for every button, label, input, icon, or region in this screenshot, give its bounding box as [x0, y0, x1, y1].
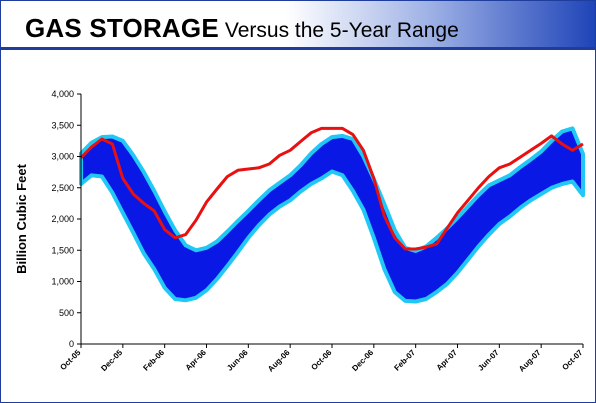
- current-line-layer: [79, 126, 584, 251]
- x-tick-label: Oct-06: [309, 348, 333, 372]
- title-banner: GAS STORAGE Versus the 5-Year Range: [1, 1, 595, 47]
- five-year-range-band: [79, 126, 585, 304]
- x-tick-label: Feb-07: [392, 348, 417, 373]
- x-tick-label: Apr-07: [435, 348, 460, 373]
- x-tick-label: Feb-06: [141, 348, 166, 373]
- range-band-layer: [79, 126, 585, 304]
- y-tick-label: 1,500: [51, 245, 74, 255]
- x-tick-label: Dec-05: [99, 348, 124, 373]
- current-storage-line: [79, 126, 584, 251]
- y-axis-label: Billion Cubic Feet: [14, 163, 29, 273]
- x-tick-label: Dec-06: [350, 348, 375, 373]
- x-tick-label: Aug-06: [266, 348, 292, 374]
- y-tick-label: 2,500: [51, 183, 74, 193]
- chart-title: GAS STORAGE Versus the 5-Year Range: [25, 13, 459, 44]
- y-tick-label: 1,000: [51, 277, 74, 287]
- y-tick-label: 2,000: [51, 214, 74, 224]
- y-tick-label: 3,500: [51, 120, 74, 130]
- y-tick-label: 500: [59, 308, 74, 318]
- x-tick-label: Oct-05: [58, 348, 82, 372]
- x-tick-label: Jun-07: [476, 348, 501, 373]
- y-tick-label: 0: [69, 339, 74, 349]
- x-tick-label: Aug-07: [517, 348, 543, 374]
- y-tick-label: 4,000: [51, 89, 74, 99]
- y-tick-label: 3,000: [51, 152, 74, 162]
- x-tick-label: Apr-06: [184, 348, 209, 373]
- x-tick-label: Oct-07: [560, 348, 584, 372]
- title-subtitle: Versus the 5-Year Range: [224, 19, 459, 42]
- title-main: GAS STORAGE: [25, 13, 219, 43]
- x-tick-label: Jun-06: [225, 348, 250, 373]
- title-divider: [1, 47, 595, 50]
